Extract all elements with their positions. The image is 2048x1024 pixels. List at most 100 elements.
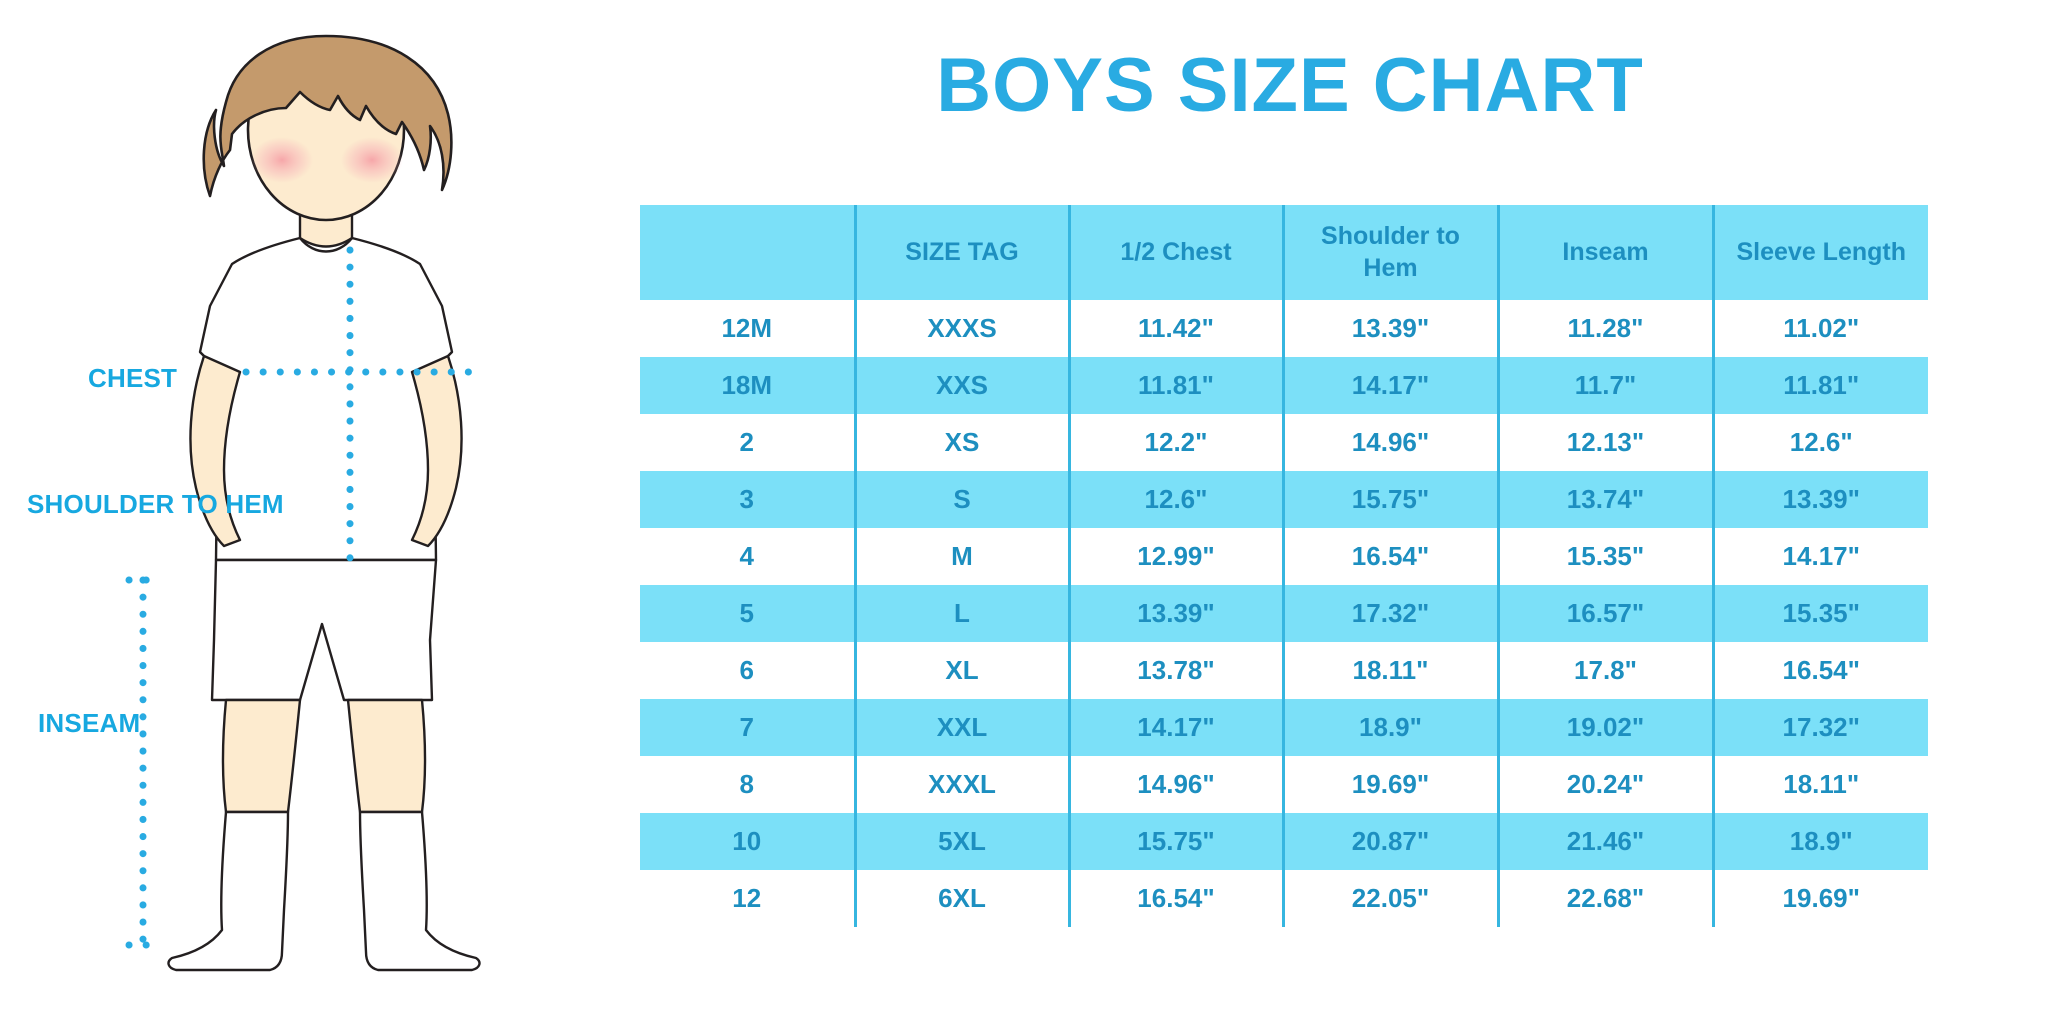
cell-inseam: 13.74" (1496, 471, 1713, 528)
cell-half-chest: 12.2" (1067, 414, 1283, 471)
cell-inseam: 16.57" (1496, 585, 1713, 642)
cell-sleeve-length: 18.9" (1711, 813, 1928, 870)
cell-inseam: 11.7" (1496, 357, 1713, 414)
table-row: 18M XXS 11.81" 14.17" 11.7" 11.81" (640, 357, 1928, 414)
sock-right (358, 810, 481, 972)
table-row: 10 5XL 15.75" 20.87" 21.46" 18.9" (640, 813, 1928, 870)
hair-shape (202, 34, 453, 198)
table-row: 3 S 12.6" 15.75" 13.74" 13.39" (640, 471, 1928, 528)
arm-left (189, 354, 242, 548)
cell-size: 18M (640, 357, 855, 414)
boy-illustration-panel: CHEST SHOULDER TO HEM INSEAM (0, 0, 640, 1024)
table-row: 5 L 13.39" 17.32" 16.57" 15.35" (640, 585, 1928, 642)
cell-shoulder-to-hem: 18.11" (1281, 642, 1498, 699)
cell-shoulder-to-hem: 18.9" (1281, 699, 1498, 756)
cell-sleeve-length: 18.11" (1711, 756, 1928, 813)
boy-figure-illustration (125, 34, 481, 972)
cell-half-chest: 11.81" (1067, 357, 1283, 414)
cell-size-tag: XXS (853, 357, 1069, 414)
cell-sleeve-length: 16.54" (1711, 642, 1928, 699)
cell-size: 3 (640, 471, 855, 528)
cell-shoulder-to-hem: 16.54" (1281, 528, 1498, 585)
size-table: SIZE TAG 1/2 Chest Shoulder to Hem Insea… (640, 205, 1928, 927)
tshirt-body (198, 236, 454, 562)
cell-inseam: 17.8" (1496, 642, 1713, 699)
sock-left (167, 810, 290, 972)
cell-inseam: 12.13" (1496, 414, 1713, 471)
shorts (210, 558, 438, 702)
figure-group (125, 34, 481, 972)
cell-half-chest: 14.96" (1067, 756, 1283, 813)
header-size-tag: SIZE TAG (853, 205, 1069, 300)
size-table-header: SIZE TAG 1/2 Chest Shoulder to Hem Insea… (640, 205, 1928, 300)
header-row: SIZE TAG 1/2 Chest Shoulder to Hem Insea… (640, 205, 1928, 300)
cell-inseam: 11.28" (1496, 300, 1713, 357)
cell-size-tag: 5XL (853, 813, 1069, 870)
cell-size-tag: S (853, 471, 1069, 528)
cell-half-chest: 13.78" (1067, 642, 1283, 699)
blush-left (251, 137, 313, 183)
cell-size-tag: XS (853, 414, 1069, 471)
cell-size: 12 (640, 870, 855, 927)
size-table-container: SIZE TAG 1/2 Chest Shoulder to Hem Insea… (640, 205, 1928, 927)
header-blank (640, 205, 855, 300)
cell-sleeve-length: 15.35" (1711, 585, 1928, 642)
cell-shoulder-to-hem: 17.32" (1281, 585, 1498, 642)
cell-shoulder-to-hem: 19.69" (1281, 756, 1498, 813)
cell-size-tag: 6XL (853, 870, 1069, 927)
cell-shoulder-to-hem: 13.39" (1281, 300, 1498, 357)
cell-size: 7 (640, 699, 855, 756)
cell-inseam: 22.68" (1496, 870, 1713, 927)
header-inseam: Inseam (1496, 205, 1713, 300)
header-sleeve-length: Sleeve Length (1711, 205, 1928, 300)
cell-size-tag: XXXS (853, 300, 1069, 357)
table-row: 2 XS 12.2" 14.96" 12.13" 12.6" (640, 414, 1928, 471)
cell-inseam: 21.46" (1496, 813, 1713, 870)
table-row: 12M XXXS 11.42" 13.39" 11.28" 11.02" (640, 300, 1928, 357)
cell-half-chest: 13.39" (1067, 585, 1283, 642)
cell-half-chest: 14.17" (1067, 699, 1283, 756)
cell-size-tag: L (853, 585, 1069, 642)
cell-sleeve-length: 19.69" (1711, 870, 1928, 927)
cell-size: 5 (640, 585, 855, 642)
cell-shoulder-to-hem: 20.87" (1281, 813, 1498, 870)
cell-half-chest: 12.6" (1067, 471, 1283, 528)
table-row: 12 6XL 16.54" 22.05" 22.68" 19.69" (640, 870, 1928, 927)
cell-size: 2 (640, 414, 855, 471)
cell-shoulder-to-hem: 15.75" (1281, 471, 1498, 528)
cell-sleeve-length: 13.39" (1711, 471, 1928, 528)
cell-size-tag: XL (853, 642, 1069, 699)
cell-size: 8 (640, 756, 855, 813)
cell-size: 4 (640, 528, 855, 585)
cell-sleeve-length: 11.02" (1711, 300, 1928, 357)
inseam-measurement-label: INSEAM (38, 708, 141, 738)
header-shoulder-to-hem: Shoulder to Hem (1281, 205, 1498, 300)
table-row: 7 XXL 14.17" 18.9" 19.02" 17.32" (640, 699, 1928, 756)
cell-sleeve-length: 12.6" (1711, 414, 1928, 471)
page-title: BOYS SIZE CHART (936, 43, 1644, 128)
header-half-chest: 1/2 Chest (1067, 205, 1283, 300)
cell-size-tag: M (853, 528, 1069, 585)
cell-size: 6 (640, 642, 855, 699)
cell-sleeve-length: 14.17" (1711, 528, 1928, 585)
chest-measurement-label: CHEST (88, 363, 178, 393)
cell-size: 12M (640, 300, 855, 357)
cell-half-chest: 16.54" (1067, 870, 1283, 927)
cell-shoulder-to-hem: 14.96" (1281, 414, 1498, 471)
table-row: 8 XXXL 14.96" 19.69" 20.24" 18.11" (640, 756, 1928, 813)
cell-sleeve-length: 11.81" (1711, 357, 1928, 414)
cell-shoulder-to-hem: 14.17" (1281, 357, 1498, 414)
cell-size-tag: XXXL (853, 756, 1069, 813)
cell-shoulder-to-hem: 22.05" (1281, 870, 1498, 927)
cell-half-chest: 12.99" (1067, 528, 1283, 585)
blush-right (341, 137, 403, 183)
cell-inseam: 20.24" (1496, 756, 1713, 813)
cell-size-tag: XXL (853, 699, 1069, 756)
table-row: 6 XL 13.78" 18.11" 17.8" 16.54" (640, 642, 1928, 699)
leg-left-thigh (221, 698, 302, 814)
cell-sleeve-length: 17.32" (1711, 699, 1928, 756)
cell-inseam: 15.35" (1496, 528, 1713, 585)
leg-right-thigh (346, 698, 427, 814)
shoulder-to-hem-measurement-label: SHOULDER TO HEM (27, 489, 284, 519)
